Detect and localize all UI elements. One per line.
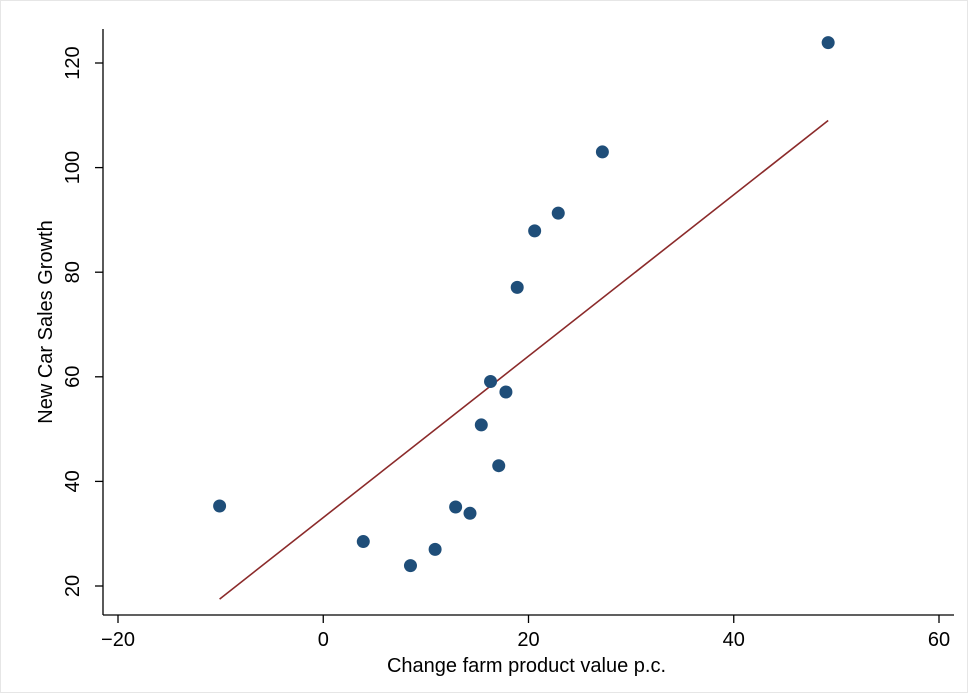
- x-ticks: −20 0 20 40 60: [101, 615, 950, 651]
- y-axis-title: New Car Sales Growth: [35, 220, 57, 423]
- data-point: [510, 280, 524, 294]
- data-point: [474, 418, 488, 432]
- y-tick-label: 60: [62, 366, 84, 388]
- data-point: [821, 36, 835, 50]
- data-point: [356, 535, 370, 549]
- data-point: [403, 559, 417, 573]
- y-tick-label: 100: [62, 151, 84, 184]
- fit-line: [219, 119, 829, 600]
- y-tick-label: 120: [62, 46, 84, 79]
- data-point: [551, 206, 565, 220]
- y-ticks: 20 40 60 80 100 120: [62, 46, 103, 597]
- data-point: [463, 506, 477, 520]
- y-tick-label: 40: [62, 470, 84, 492]
- data-points: [213, 36, 835, 573]
- fit-line-group: [219, 119, 829, 600]
- data-point: [484, 375, 498, 389]
- x-tick-label: 40: [723, 629, 745, 651]
- y-tick-label: 20: [62, 575, 84, 597]
- x-tick-label: 60: [928, 629, 950, 651]
- data-point: [213, 499, 227, 513]
- data-point: [492, 459, 506, 473]
- axes: [102, 29, 954, 616]
- y-tick-label: 80: [62, 261, 84, 283]
- data-point: [499, 385, 513, 399]
- x-tick-label: −20: [101, 629, 135, 651]
- x-tick-label: 20: [517, 629, 539, 651]
- data-point: [595, 145, 609, 159]
- data-point: [528, 224, 542, 238]
- data-point: [428, 542, 442, 556]
- data-point: [449, 500, 463, 514]
- x-axis-title: Change farm product value p.c.: [387, 655, 666, 677]
- x-tick-label: 0: [318, 629, 329, 651]
